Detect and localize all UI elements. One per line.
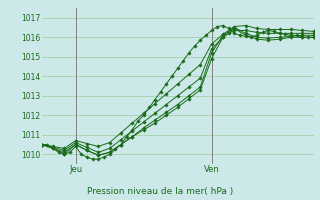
Text: Pression niveau de la mer( hPa ): Pression niveau de la mer( hPa ) [87,187,233,196]
